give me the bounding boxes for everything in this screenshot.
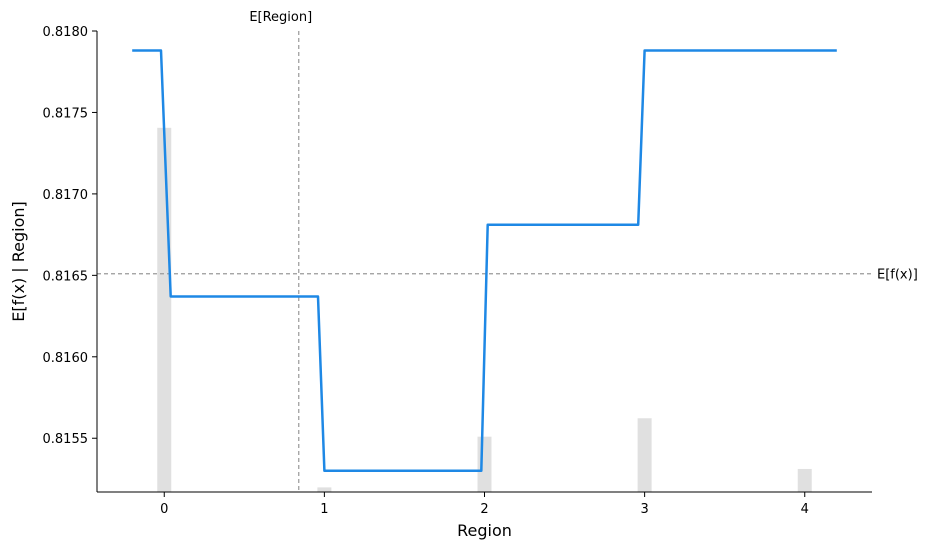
x-axis-title: Region [457,521,512,540]
y-ticks: 0.8155 0.8160 0.8165 0.8170 0.8175 0.8180 [43,25,97,447]
x-tick-label: 4 [801,502,809,517]
histogram-bar [797,468,812,492]
reference-lines-layer: E[Region] E[f(x)] [97,10,918,492]
expected-output-label: E[f(x)] [877,268,918,283]
histogram-bar [637,418,652,492]
y-tick-label: 0.8160 [43,351,89,366]
expected-region-label: E[Region] [249,10,312,25]
series-line [132,49,837,473]
y-tick-label: 0.8175 [43,106,89,121]
axes-layer [96,31,872,493]
y-tick-label: 0.8155 [43,432,89,447]
y-tick-label: 0.8170 [43,188,89,203]
x-tick-label: 2 [480,502,488,517]
y-tick-label: 0.8180 [43,25,89,40]
x-tick-label: 3 [640,502,648,517]
x-ticks: 0 1 2 3 4 [160,492,809,517]
y-tick-label: 0.8165 [43,269,89,284]
series-layer [132,49,837,473]
x-tick-label: 1 [320,502,328,517]
x-tick-label: 0 [160,502,168,517]
y-axis-title: E[f(x) | Region] [9,201,28,322]
histogram-bar [157,127,172,492]
histogram-bar [317,487,332,492]
histogram-bar [477,436,492,492]
